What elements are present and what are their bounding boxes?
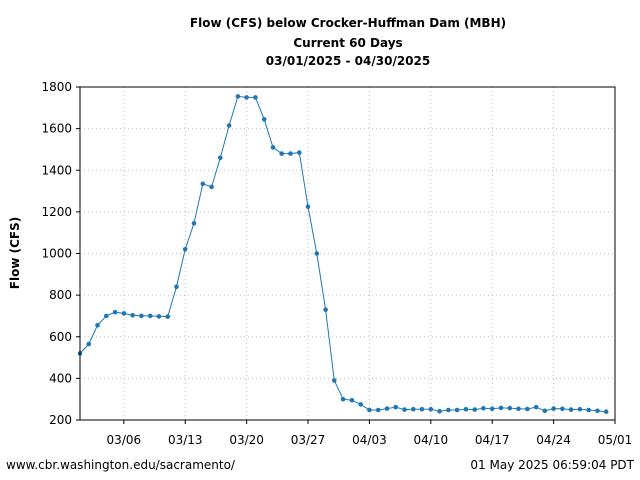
data-point xyxy=(533,404,539,410)
data-point xyxy=(235,94,241,99)
data-point xyxy=(568,407,574,412)
data-point xyxy=(516,406,521,412)
data-point xyxy=(174,284,179,290)
data-point xyxy=(279,151,285,156)
chart-title: Flow (CFS) below Crocker-Huffman Dam (MB… xyxy=(190,16,506,30)
series-line xyxy=(79,95,607,413)
y-tick-label: 600 xyxy=(49,330,72,344)
data-point xyxy=(244,95,249,100)
data-point xyxy=(560,406,565,412)
data-point xyxy=(121,311,127,316)
data-point xyxy=(454,407,460,413)
data-point xyxy=(288,151,293,156)
data-point xyxy=(86,341,92,347)
y-tick-label: 800 xyxy=(49,288,72,302)
data-point xyxy=(472,407,478,412)
data-point xyxy=(226,123,232,128)
flow-series xyxy=(77,94,609,415)
data-point xyxy=(603,409,609,415)
data-point xyxy=(507,405,513,411)
data-point xyxy=(156,314,162,319)
x-tick-label: 04/24 xyxy=(536,433,571,447)
data-point xyxy=(139,313,144,319)
data-point xyxy=(297,150,302,155)
data-point xyxy=(525,406,530,412)
data-point xyxy=(340,396,346,402)
data-point xyxy=(261,117,267,122)
y-tick-label: 400 xyxy=(49,371,72,385)
y-tick-label: 1000 xyxy=(41,247,72,261)
data-point xyxy=(323,307,328,313)
data-point xyxy=(437,409,442,414)
data-point xyxy=(577,406,583,412)
data-point xyxy=(349,397,355,403)
data-point xyxy=(402,407,407,412)
x-axis: 03/06 03/13 03/20 03/27 04/03 04/10 04/17 04/24… xyxy=(107,420,633,447)
data-point xyxy=(165,314,170,319)
data-point xyxy=(191,221,197,226)
y-axis-label: Flow (CFS) xyxy=(8,217,22,289)
grid-lines xyxy=(80,86,616,421)
data-point xyxy=(95,323,100,328)
data-point xyxy=(375,407,381,413)
data-point xyxy=(305,204,311,209)
footer-url: www.cbr.washington.edu/sacramento/ xyxy=(6,458,235,472)
y-tick-label: 1800 xyxy=(41,80,72,94)
x-tick-label: 03/27 xyxy=(291,433,326,447)
data-point xyxy=(489,406,495,412)
data-point xyxy=(209,184,214,190)
x-tick-label: 04/03 xyxy=(352,433,387,447)
x-tick-label: 03/06 xyxy=(107,433,142,447)
data-point xyxy=(182,247,188,252)
data-point xyxy=(419,406,425,412)
data-point xyxy=(428,406,434,412)
y-tick-label: 1400 xyxy=(41,163,72,177)
x-tick-label: 05/01 xyxy=(598,433,633,447)
data-point xyxy=(595,408,600,414)
x-tick-label: 04/10 xyxy=(414,433,449,447)
footer-timestamp: 01 May 2025 06:59:04 PDT xyxy=(470,458,634,472)
data-point xyxy=(384,406,390,411)
data-point xyxy=(104,313,109,319)
data-point xyxy=(314,251,320,256)
chart-subtitle: Current 60 Days xyxy=(293,36,402,50)
data-point xyxy=(200,181,206,187)
data-point xyxy=(130,313,135,318)
data-point xyxy=(498,405,504,411)
data-point xyxy=(358,402,364,407)
data-point xyxy=(551,406,556,411)
data-point xyxy=(218,155,223,161)
data-point xyxy=(463,406,469,412)
data-point xyxy=(481,406,486,411)
data-point xyxy=(393,404,399,410)
y-tick-label: 200 xyxy=(49,413,72,427)
data-point xyxy=(332,378,337,383)
data-point xyxy=(270,145,276,150)
chart-date-range: 03/01/2025 - 04/30/2025 xyxy=(266,54,430,68)
data-point xyxy=(147,313,153,319)
x-tick-label: 03/13 xyxy=(168,433,203,447)
data-point xyxy=(586,407,592,413)
y-tick-label: 1600 xyxy=(41,122,72,136)
data-point xyxy=(367,407,372,413)
y-tick-label: 1200 xyxy=(41,205,72,219)
data-point xyxy=(411,406,416,412)
data-point xyxy=(542,408,548,414)
data-point xyxy=(112,309,118,315)
x-tick-label: 04/17 xyxy=(475,433,510,447)
data-point xyxy=(446,407,451,413)
data-point xyxy=(253,95,258,100)
y-axis: 200 400 600 800 1000 1200 1400 1600 1800 xyxy=(41,80,80,427)
x-tick-label: 03/20 xyxy=(229,433,264,447)
